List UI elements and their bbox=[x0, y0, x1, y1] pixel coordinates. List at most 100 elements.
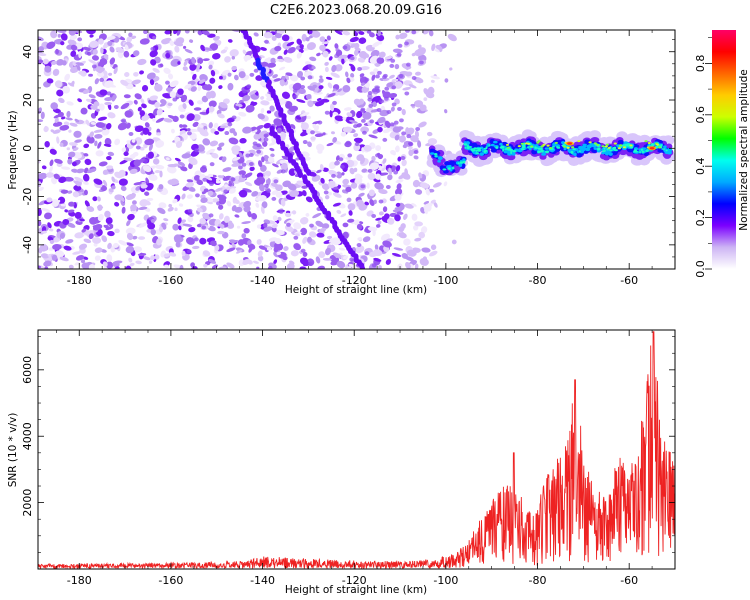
noise-blob bbox=[286, 262, 295, 269]
noise-blob bbox=[433, 201, 438, 208]
noise-blob bbox=[270, 153, 275, 158]
noise-blob bbox=[104, 210, 111, 218]
noise-blob bbox=[108, 188, 114, 193]
snr-line bbox=[38, 331, 675, 569]
noise-blob bbox=[273, 259, 278, 265]
noise-blob bbox=[340, 213, 347, 218]
texture-blob bbox=[309, 223, 314, 228]
noise-blob bbox=[263, 32, 273, 39]
noise-blob bbox=[149, 95, 159, 101]
noise-blob bbox=[358, 192, 365, 197]
noise-blob bbox=[361, 168, 368, 173]
noise-blob bbox=[332, 136, 338, 143]
noise-blob bbox=[403, 213, 408, 220]
signal-highlight bbox=[588, 141, 592, 144]
noise-blob bbox=[174, 207, 178, 212]
signal-blob bbox=[626, 143, 631, 147]
noise-blob bbox=[78, 50, 82, 59]
noise-blob bbox=[419, 104, 427, 112]
noise-blob bbox=[138, 222, 148, 228]
texture-blob bbox=[364, 251, 370, 256]
texture-blob bbox=[201, 165, 207, 170]
noise-blob bbox=[238, 259, 245, 267]
texture-blob bbox=[338, 157, 344, 162]
noise-blob bbox=[142, 127, 150, 135]
signal-blob bbox=[437, 159, 441, 163]
signal-highlight bbox=[520, 142, 524, 145]
noise-blob bbox=[168, 203, 173, 208]
noise-blob bbox=[444, 109, 448, 114]
noise-blob bbox=[251, 191, 259, 197]
noise-blob bbox=[79, 218, 85, 222]
x-tick-label: -140 bbox=[250, 574, 275, 587]
noise-blob bbox=[172, 115, 179, 123]
signal-blob bbox=[640, 148, 644, 151]
noise-blob bbox=[169, 91, 176, 98]
signal-highlight bbox=[629, 144, 633, 147]
noise-blob bbox=[226, 200, 232, 207]
noise-blob bbox=[68, 142, 78, 146]
noise-blob bbox=[330, 72, 340, 78]
signal-blob bbox=[665, 149, 668, 152]
signal-highlight bbox=[593, 142, 597, 145]
noise-blob bbox=[402, 86, 412, 91]
x-tick-label: -160 bbox=[158, 274, 183, 287]
signal-blob bbox=[633, 150, 637, 153]
noise-blob bbox=[224, 46, 229, 51]
texture-blob bbox=[342, 45, 348, 50]
texture-blob bbox=[230, 177, 236, 182]
noise-blob bbox=[150, 218, 156, 223]
noise-blob bbox=[260, 107, 265, 114]
noise-blob bbox=[243, 200, 252, 208]
noise-blob bbox=[272, 74, 278, 79]
colorbar-label: Normalized spectral amplitude bbox=[738, 69, 750, 230]
noise-blob bbox=[287, 47, 296, 54]
noise-blob bbox=[86, 98, 92, 103]
noise-blob bbox=[354, 173, 362, 180]
noise-blob bbox=[62, 60, 67, 66]
noise-blob bbox=[74, 211, 82, 219]
noise-blob bbox=[83, 143, 90, 149]
noise-blob bbox=[214, 187, 223, 192]
noise-blob bbox=[371, 101, 377, 108]
noise-blob bbox=[353, 167, 358, 173]
texture-blob bbox=[361, 130, 367, 135]
noise-blob bbox=[242, 94, 251, 102]
noise-blob bbox=[286, 41, 295, 47]
noise-blob bbox=[266, 246, 271, 251]
texture-blob bbox=[271, 196, 277, 201]
noise-blob bbox=[114, 266, 120, 269]
noise-blob bbox=[204, 128, 208, 135]
signal-blob bbox=[614, 149, 618, 152]
signal-blob bbox=[459, 162, 463, 164]
noise-blob bbox=[300, 227, 308, 236]
texture-blob bbox=[208, 213, 214, 218]
noise-blob bbox=[148, 260, 153, 264]
noise-blob bbox=[331, 64, 337, 73]
noise-blob bbox=[220, 224, 225, 229]
noise-blob bbox=[196, 100, 204, 105]
noise-blob bbox=[209, 43, 219, 51]
noise-blob bbox=[343, 255, 349, 260]
noise-blob bbox=[356, 110, 363, 119]
texture-blob bbox=[391, 85, 397, 90]
noise-blob bbox=[90, 105, 98, 110]
noise-blob bbox=[408, 146, 413, 150]
noise-blob bbox=[283, 218, 292, 224]
noise-blob bbox=[404, 168, 409, 176]
texture-blob bbox=[217, 146, 222, 151]
texture-blob bbox=[404, 91, 410, 96]
noise-blob bbox=[96, 196, 101, 202]
noise-blob bbox=[141, 84, 149, 92]
texture-blob bbox=[374, 86, 380, 91]
noise-blob bbox=[394, 81, 403, 89]
noise-blob bbox=[249, 89, 257, 96]
noise-blob bbox=[206, 148, 216, 155]
noise-blob bbox=[414, 237, 422, 242]
noise-blob bbox=[188, 99, 194, 106]
noise-blob bbox=[264, 175, 269, 180]
noise-blob bbox=[348, 210, 353, 216]
signal-blob bbox=[537, 147, 542, 150]
noise-blob bbox=[421, 247, 431, 253]
texture-blob bbox=[187, 131, 192, 136]
